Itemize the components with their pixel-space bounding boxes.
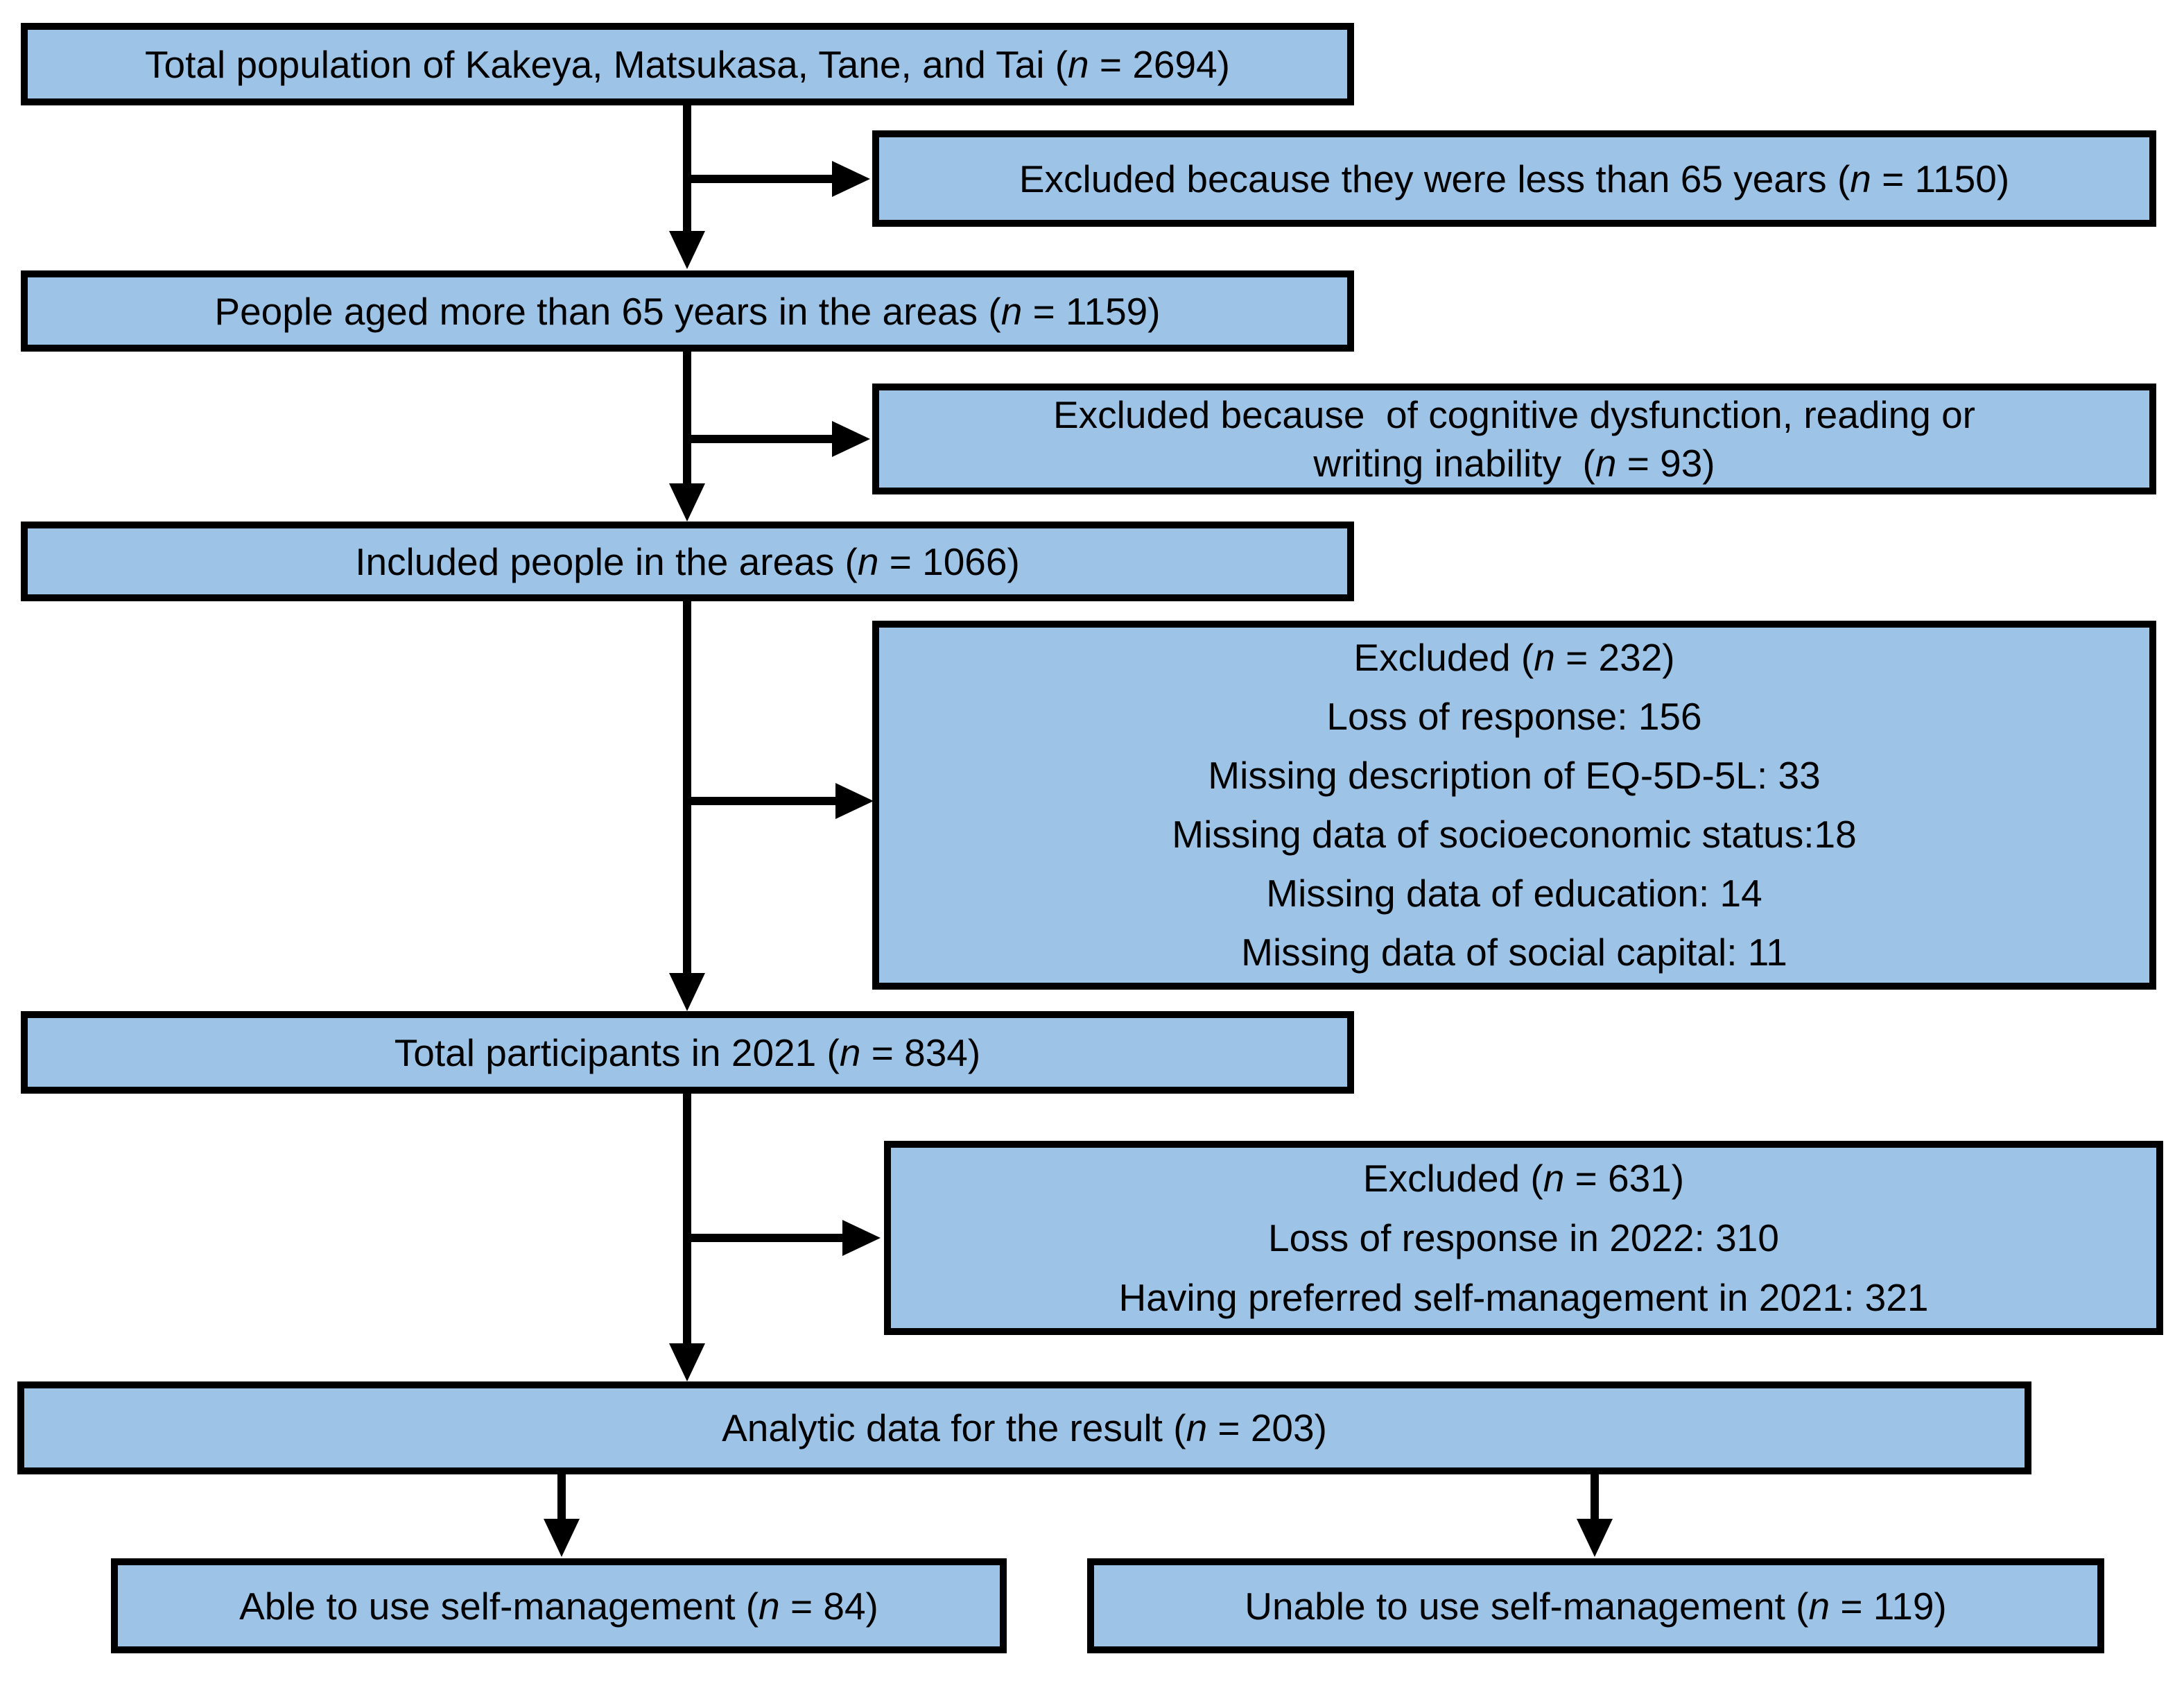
text-post: = 203) bbox=[1207, 1406, 1327, 1449]
text-post: = 1150) bbox=[1871, 157, 2010, 200]
box-text-line: Analytic data for the result (n = 203) bbox=[722, 1406, 1327, 1450]
box-text-line: Excluded (n = 631) bbox=[1363, 1148, 1684, 1208]
text-pre: Loss of response: 156 bbox=[1326, 695, 1702, 738]
n-symbol: n bbox=[1068, 42, 1089, 86]
box-total-population: Total population of Kakeya, Matsukasa, T… bbox=[21, 23, 1354, 105]
box-text-line: Total participants in 2021 (n = 834) bbox=[395, 1031, 980, 1075]
text-post: = 93) bbox=[1616, 442, 1715, 485]
box-excluded-n232: Excluded (n = 232) Loss of response: 156… bbox=[872, 621, 2156, 990]
box-text-line: Able to use self-management (n = 84) bbox=[239, 1584, 878, 1628]
arrowhead-down-5 bbox=[544, 1519, 580, 1557]
text-pre: Total participants in 2021 ( bbox=[394, 1031, 840, 1074]
box-text-line: Loss of response in 2022: 310 bbox=[1268, 1208, 1779, 1268]
text-pre: Excluded ( bbox=[1362, 1157, 1543, 1200]
arrowhead-right-4 bbox=[842, 1220, 881, 1256]
text-post: = 84) bbox=[779, 1584, 878, 1628]
arrowhead-down-1 bbox=[669, 231, 705, 269]
box-excluded-under-65: Excluded because they were less than 65 … bbox=[872, 130, 2156, 227]
n-symbol: n bbox=[1000, 289, 1023, 333]
text-pre: Missing description of EQ-5D-5L: 33 bbox=[1208, 754, 1821, 797]
text-pre: Excluded because of cognitive dysfunctio… bbox=[1053, 393, 1975, 436]
text-pre: Able to use self-management ( bbox=[239, 1584, 759, 1628]
text-post: = 232) bbox=[1554, 636, 1675, 679]
connector-line-vertical-5 bbox=[557, 1474, 566, 1520]
box-text-line: Missing data of education: 14 bbox=[1266, 864, 1762, 923]
n-symbol: n bbox=[1534, 636, 1555, 679]
box-text-line: Missing data of social capital: 11 bbox=[1241, 923, 1787, 982]
box-analytic-data: Analytic data for the result (n = 203) bbox=[17, 1381, 2031, 1474]
box-text-line: People aged more than 65 years in the ar… bbox=[214, 289, 1160, 334]
text-pre: Included people in the areas ( bbox=[355, 540, 858, 583]
n-symbol: n bbox=[839, 1031, 861, 1074]
box-text-line: Included people in the areas (n = 1066) bbox=[355, 540, 1020, 584]
text-pre: Unable to use self-management ( bbox=[1245, 1584, 1809, 1628]
arrowhead-down-6 bbox=[1577, 1519, 1613, 1557]
connector-line-branch-3 bbox=[683, 797, 835, 805]
text-pre: Total population of Kakeya, Matsukasa, T… bbox=[145, 42, 1068, 86]
text-pre: Loss of response in 2022: 310 bbox=[1268, 1216, 1779, 1259]
text-pre: Missing data of social capital: 11 bbox=[1241, 931, 1787, 974]
box-text-line: Excluded because of cognitive dysfunctio… bbox=[1053, 390, 1975, 439]
box-able-self-management: Able to use self-management (n = 84) bbox=[111, 1558, 1007, 1653]
box-text-line: writing inability (n = 93) bbox=[1313, 439, 1715, 488]
connector-line-vertical-6 bbox=[1591, 1474, 1599, 1520]
box-included-people: Included people in the areas (n = 1066) bbox=[21, 522, 1354, 601]
box-text-line: Excluded because they were less than 65 … bbox=[1019, 157, 2009, 201]
text-post: = 1159) bbox=[1022, 289, 1161, 333]
box-text-line: Missing data of socioeconomic status:18 bbox=[1172, 805, 1856, 864]
text-post: = 1066) bbox=[878, 540, 1020, 583]
box-text-line: Missing description of EQ-5D-5L: 33 bbox=[1208, 746, 1820, 805]
text-post: = 119) bbox=[1830, 1584, 1947, 1628]
text-pre: Excluded ( bbox=[1353, 636, 1534, 679]
n-symbol: n bbox=[1808, 1584, 1830, 1628]
box-aged-over-65: People aged more than 65 years in the ar… bbox=[21, 270, 1354, 352]
n-symbol: n bbox=[1850, 157, 1871, 200]
arrowhead-right-2 bbox=[832, 421, 870, 457]
text-post: = 2694) bbox=[1089, 42, 1230, 86]
box-excluded-cognitive: Excluded because of cognitive dysfunctio… bbox=[872, 384, 2156, 494]
text-post: = 631) bbox=[1564, 1157, 1685, 1200]
arrowhead-down-3 bbox=[669, 973, 705, 1011]
box-text-line: Total population of Kakeya, Matsukasa, T… bbox=[145, 42, 1230, 87]
box-participants-2021: Total participants in 2021 (n = 834) bbox=[21, 1011, 1354, 1094]
text-post: = 834) bbox=[860, 1031, 981, 1074]
text-pre: Excluded because they were less than 65 … bbox=[1019, 157, 1851, 200]
box-excluded-n631: Excluded (n = 631) Loss of response in 2… bbox=[884, 1141, 2163, 1335]
text-pre: Missing data of education: 14 bbox=[1266, 872, 1762, 915]
text-pre: Analytic data for the result ( bbox=[722, 1406, 1186, 1449]
text-pre: Missing data of socioeconomic status:18 bbox=[1172, 813, 1857, 856]
box-text-line: Unable to use self-management (n = 119) bbox=[1245, 1584, 1947, 1628]
connector-line-branch-1 bbox=[683, 175, 832, 183]
box-unable-self-management: Unable to use self-management (n = 119) bbox=[1087, 1558, 2104, 1653]
arrowhead-down-2 bbox=[669, 483, 705, 522]
box-text-line: Having preferred self-management in 2021… bbox=[1119, 1268, 1929, 1327]
arrowhead-right-1 bbox=[832, 161, 870, 197]
connector-line-branch-4 bbox=[683, 1234, 842, 1242]
n-symbol: n bbox=[1595, 442, 1617, 485]
connector-line-vertical-3 bbox=[683, 601, 691, 974]
n-symbol: n bbox=[1543, 1157, 1565, 1200]
connector-line-branch-2 bbox=[683, 435, 832, 443]
n-symbol: n bbox=[759, 1584, 780, 1628]
box-text-line: Loss of response: 156 bbox=[1326, 687, 1701, 746]
text-pre: People aged more than 65 years in the ar… bbox=[214, 289, 1001, 333]
text-pre: writing inability ( bbox=[1313, 442, 1595, 485]
connector-line-vertical-2 bbox=[683, 352, 691, 485]
arrowhead-down-4 bbox=[669, 1343, 705, 1381]
connector-line-vertical-4 bbox=[683, 1094, 691, 1345]
box-text-line: Excluded (n = 232) bbox=[1353, 628, 1674, 687]
n-symbol: n bbox=[857, 540, 879, 583]
n-symbol: n bbox=[1186, 1406, 1208, 1449]
connector-line-vertical-1 bbox=[683, 105, 691, 234]
text-pre: Having preferred self-management in 2021… bbox=[1118, 1276, 1929, 1319]
arrowhead-right-3 bbox=[835, 783, 874, 819]
